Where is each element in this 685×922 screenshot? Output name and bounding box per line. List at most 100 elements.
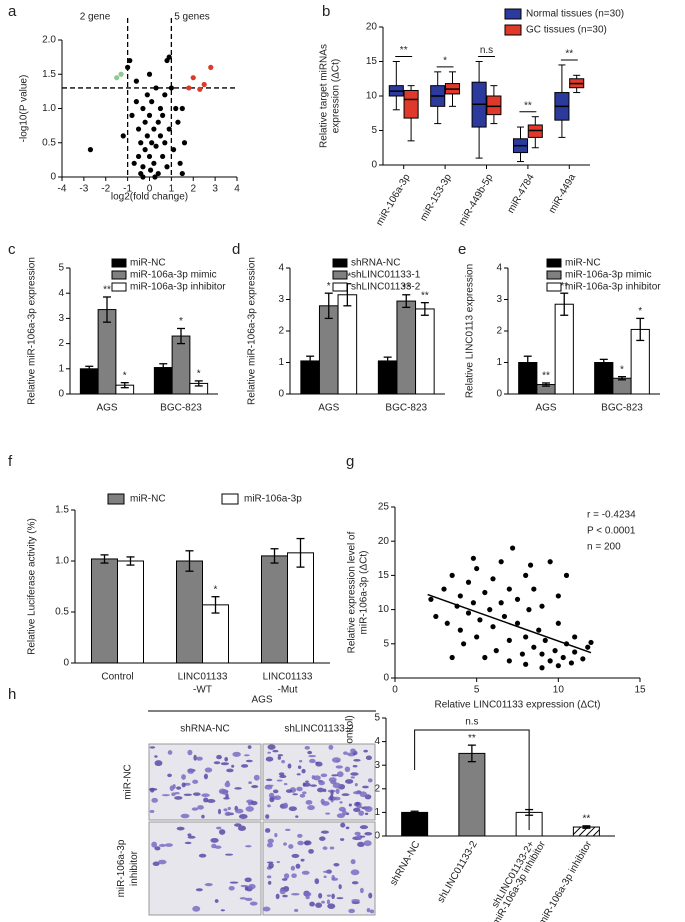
x-tick-label: -WT [193,685,212,696]
point [129,112,135,118]
point [175,119,181,125]
point [190,75,196,81]
cell [275,893,280,900]
cell [164,843,173,847]
point [179,170,185,177]
point [547,658,553,664]
cell [267,838,274,844]
cell [345,826,350,830]
panel-letter: g [346,453,354,470]
cell [216,754,222,760]
cell [290,865,296,871]
cell [332,757,341,763]
point [168,85,174,91]
cell [232,751,241,757]
cell [231,764,235,768]
y-tick-label: 0.5 [42,137,56,148]
legend-label: Normal tissues (n=30) [526,9,624,20]
y-tick-label: 0 [278,389,284,400]
bar [287,552,314,664]
cell [308,755,317,758]
bar [401,811,429,837]
cell [187,768,195,774]
significance: * [214,584,218,595]
cell [362,785,369,789]
cell [243,754,250,757]
point [166,54,172,60]
significance: * [638,306,642,317]
point [170,147,177,153]
x-tick-label: 15 [634,685,646,696]
cell [244,897,253,902]
point [173,105,179,112]
significance: ** [103,285,111,296]
cell [217,808,222,815]
cell [351,881,359,885]
y-axis-label: Relative target miRNAs [319,44,330,148]
cell [214,899,219,903]
x-tick-label: -4 [58,184,67,195]
x-tick-label: BGC-823 [160,403,202,414]
cell [238,813,248,820]
legend-swatch [504,24,522,36]
x-tick-label: miR-449a [547,172,578,215]
bar [171,335,191,395]
y-tick-label: 10 [378,604,390,615]
cell [321,801,330,806]
point [181,140,188,146]
cell [336,759,340,763]
cell [277,755,281,760]
cell [195,888,203,892]
x-tick-label: LINC01133 [178,672,228,683]
x-tick-label: 4 [234,184,240,195]
cell [353,759,361,762]
x-tick-label: 0 [392,685,398,696]
cell [187,835,196,839]
cell [340,838,345,841]
point [151,160,157,166]
cell [314,878,320,885]
point [120,133,126,139]
point [477,617,483,623]
point [568,660,575,666]
point [160,153,166,160]
panel-letter: h [8,686,16,703]
cell [218,829,226,835]
cell [364,831,373,836]
point [580,656,586,662]
cell [244,877,252,883]
cell [315,902,323,908]
cell [365,755,372,760]
point [555,663,561,669]
legend-label: shLINC01133-2 [351,282,421,293]
y-tick-label: 4 [496,263,502,274]
panel-letter: c [8,241,16,258]
point [539,665,545,671]
cell [265,756,274,762]
point [166,126,172,132]
cell [285,789,293,793]
y-tick-label: 15 [366,56,378,67]
bar [554,303,574,395]
point [536,627,542,633]
cell [187,749,193,756]
cell [245,806,254,812]
point [87,147,94,153]
micrograph [148,743,262,821]
y-tick-label: 5 [374,713,380,724]
cell [267,804,271,808]
point [506,658,512,664]
cell [368,892,373,899]
cell [203,797,209,803]
y-tick-label: 5 [58,263,64,274]
point [509,545,516,551]
bracket [414,729,530,830]
point [498,600,504,606]
point [114,75,120,81]
point [179,105,185,112]
cell [266,842,273,848]
point [140,174,146,180]
cell [335,765,343,769]
cell [345,779,354,784]
cell [359,887,364,894]
